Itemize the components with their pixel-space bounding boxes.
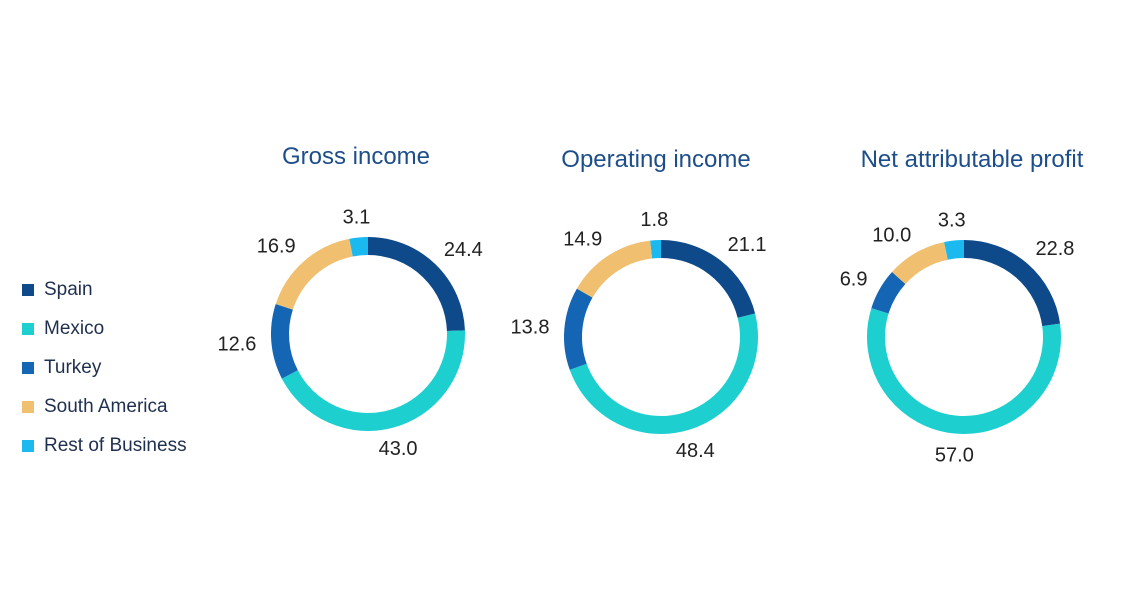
donut-slice-turkey: [564, 288, 593, 370]
legend-item-rest-of-business: Rest of Business: [22, 426, 187, 465]
legend-label: Mexico: [44, 317, 105, 339]
legend-swatch: [22, 322, 34, 335]
legend-label: Turkey: [44, 356, 102, 378]
data-label-mexico: 43.0: [379, 438, 418, 460]
legend-label: Rest of Business: [44, 434, 187, 456]
donut-slice-rest-of-business: [650, 240, 662, 259]
data-label-south-america: 14.9: [563, 228, 602, 250]
donut-slice-mexico: [867, 308, 1061, 434]
donut-slice-spain: [963, 240, 1061, 327]
legend-swatch: [22, 361, 34, 374]
chart-title-net-attributable-profit: Net attributable profit: [860, 146, 1084, 173]
donut-slice-turkey: [271, 304, 298, 379]
donut-slice-south-america: [576, 240, 653, 298]
legend-swatch: [22, 283, 34, 296]
data-label-turkey: 6.9: [840, 269, 868, 291]
data-label-mexico: 48.4: [676, 440, 715, 462]
donut-slice-mexico: [569, 313, 758, 434]
data-label-south-america: 16.9: [257, 236, 296, 258]
legend-item-spain: Spain: [22, 270, 187, 309]
data-label-spain: 24.4: [444, 239, 483, 261]
legend-label: South America: [44, 395, 168, 417]
data-label-turkey: 13.8: [511, 317, 550, 339]
data-label-rest-of-business: 3.3: [938, 210, 966, 232]
data-label-south-america: 10.0: [872, 225, 911, 247]
donut-slice-rest-of-business: [349, 237, 369, 257]
donut-slice-spain: [367, 237, 465, 332]
data-label-spain: 22.8: [1035, 238, 1074, 260]
legend-swatch: [22, 400, 34, 413]
donut-slice-south-america: [275, 238, 354, 310]
donut-slice-spain: [660, 240, 756, 319]
legend-swatch: [22, 439, 34, 452]
chart-title-gross-income: Gross income: [281, 143, 431, 170]
data-label-rest-of-business: 1.8: [640, 209, 668, 231]
legend-label: Spain: [44, 278, 93, 300]
chart-title-operating-income: Operating income: [561, 146, 751, 173]
donut-slice-south-america: [892, 242, 949, 285]
legend: Spain Mexico Turkey South America Rest of Bu…: [22, 270, 187, 465]
donut-slice-mexico: [281, 330, 465, 431]
data-label-turkey: 12.6: [217, 334, 256, 356]
legend-item-south-america: South America: [22, 387, 187, 426]
data-label-spain: 21.1: [728, 234, 767, 256]
legend-item-turkey: Turkey: [22, 348, 187, 387]
data-label-rest-of-business: 3.1: [343, 207, 371, 229]
legend-item-mexico: Mexico: [22, 309, 187, 348]
donut-slice-turkey: [871, 271, 906, 314]
data-label-mexico: 57.0: [935, 445, 974, 467]
donut-slice-rest-of-business: [944, 240, 965, 260]
